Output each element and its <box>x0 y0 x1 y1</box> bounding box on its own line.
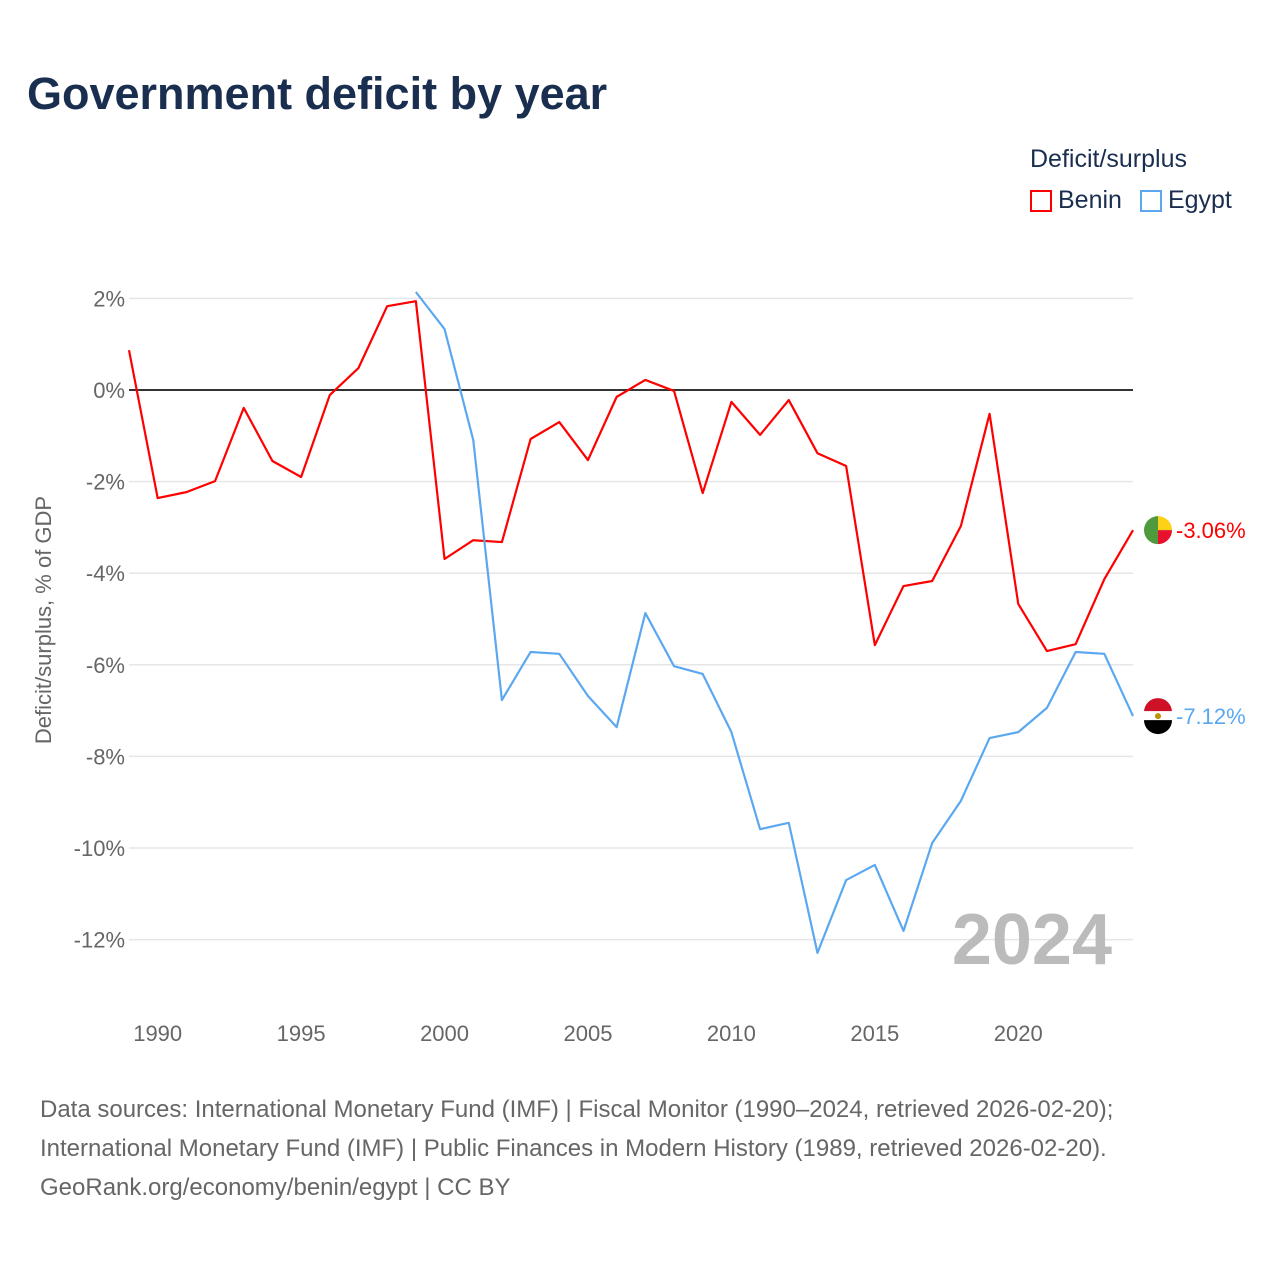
source-note: Data sources: International Monetary Fun… <box>40 1090 1113 1207</box>
y-tick-label: -8% <box>86 744 125 769</box>
x-tick-label: 1990 <box>133 1021 182 1046</box>
year-watermark: 2024 <box>952 900 1112 980</box>
benin-flag-icon <box>1158 530 1172 545</box>
x-tick-label: 2010 <box>707 1021 756 1046</box>
y-tick-label: -12% <box>74 928 125 953</box>
legend-swatch-benin <box>1030 189 1052 212</box>
legend: Benin Egypt <box>1030 186 1232 215</box>
legend-label: Benin <box>1058 186 1122 214</box>
x-tick-label: 2020 <box>994 1021 1043 1046</box>
y-tick-label: -6% <box>86 653 125 678</box>
source-line: Data sources: International Monetary Fun… <box>40 1096 1114 1123</box>
source-line: International Monetary Fund (IMF) | Publ… <box>40 1135 1107 1162</box>
y-axis-label: Deficit/surplus, % of GDP <box>31 496 56 744</box>
legend-swatch-egypt <box>1139 189 1162 212</box>
y-tick-label: -10% <box>74 836 125 861</box>
source-line[interactable]: GeoRank.org/economy/benin/egypt | CC BY <box>40 1174 511 1201</box>
x-tick-label: 2015 <box>850 1021 899 1046</box>
x-tick-label: 1995 <box>277 1021 326 1046</box>
egypt-flag-icon <box>1155 713 1161 720</box>
series-line-benin <box>127 300 1134 653</box>
legend-label: Egypt <box>1167 186 1232 214</box>
y-tick-label: 2% <box>93 286 125 311</box>
legend-item-egypt[interactable]: Egypt <box>1139 186 1232 215</box>
benin-flag-icon <box>1158 516 1172 531</box>
chart-title: Government deficit by year <box>27 68 608 119</box>
y-tick-label: 0% <box>93 378 125 403</box>
end-value-label-egypt: -7.12% <box>1176 704 1246 729</box>
x-tick-label: 2000 <box>420 1021 469 1046</box>
benin-flag-icon <box>1144 516 1158 545</box>
egypt-flag-icon <box>1144 698 1172 713</box>
y-tick-label: -4% <box>86 561 125 586</box>
legend-item-benin[interactable]: Benin <box>1030 186 1122 215</box>
series-line-egypt <box>414 291 1134 954</box>
legend-title: Deficit/surplus <box>1030 145 1187 173</box>
x-tick-label: 2005 <box>563 1021 612 1046</box>
end-value-label-benin: -3.06% <box>1176 518 1246 543</box>
egypt-flag-icon <box>1144 720 1172 735</box>
y-tick-label: -2% <box>86 470 125 495</box>
